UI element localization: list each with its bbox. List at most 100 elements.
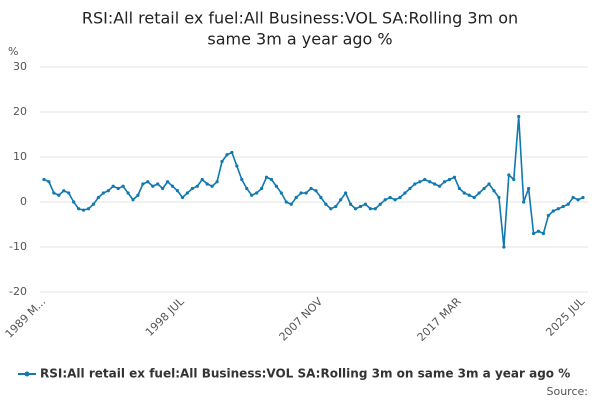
y-tick-label: 0 (20, 195, 27, 208)
y-tick-label: -20 (9, 285, 27, 298)
marker (398, 195, 402, 200)
marker (536, 229, 541, 233)
marker (250, 193, 254, 197)
marker (348, 202, 353, 206)
marker (581, 195, 585, 200)
x-tick-label: 2017 MAR (415, 295, 464, 344)
marker (81, 208, 86, 212)
marker (334, 204, 338, 209)
marker (156, 182, 160, 186)
marker (344, 191, 348, 195)
marker (269, 177, 274, 182)
marker (259, 186, 264, 191)
marker (180, 195, 185, 200)
marker (487, 182, 491, 186)
y-tick-label: -10 (9, 240, 27, 253)
marker (576, 198, 580, 202)
marker (497, 195, 501, 200)
marker (151, 184, 155, 188)
marker (205, 182, 209, 186)
marker (190, 186, 194, 191)
marker (507, 173, 511, 177)
marker (428, 180, 432, 184)
marker (477, 191, 481, 195)
marker (403, 191, 407, 195)
marker (106, 189, 110, 193)
marker (67, 191, 71, 195)
marker (175, 189, 180, 193)
marker (571, 195, 575, 200)
marker (72, 200, 76, 204)
legend-marker (24, 371, 30, 377)
marker (294, 195, 298, 200)
marker (131, 198, 135, 202)
marker (462, 191, 466, 195)
marker (62, 189, 66, 193)
marker (339, 198, 343, 202)
marker (531, 231, 536, 236)
marker (447, 177, 452, 182)
marker (57, 193, 61, 197)
marker (141, 182, 145, 186)
marker (522, 200, 526, 204)
marker (195, 184, 199, 188)
marker (77, 207, 81, 211)
marker (220, 159, 224, 164)
marker (240, 177, 244, 182)
marker (245, 186, 249, 191)
x-tick-label: 1998 JUL (143, 294, 187, 338)
marker (383, 198, 387, 202)
marker (42, 177, 46, 182)
marker (284, 200, 288, 204)
marker (408, 186, 412, 191)
marker (324, 202, 328, 206)
marker (200, 177, 204, 182)
marker (502, 245, 506, 249)
marker (116, 186, 120, 191)
legend-label: RSI:All retail ex fuel:All Business:VOL … (40, 367, 570, 381)
marker (299, 191, 303, 195)
marker (527, 186, 531, 191)
marker (551, 209, 555, 213)
marker (96, 195, 100, 200)
marker (393, 198, 397, 202)
x-tick-label: 2025 JUL (543, 294, 587, 338)
marker (274, 184, 279, 188)
source: Source: (547, 385, 589, 398)
marker (304, 191, 308, 195)
marker (437, 184, 442, 188)
marker (101, 191, 105, 195)
chart-title: RSI:All retail ex fuel:All Business:VOL … (82, 9, 518, 28)
marker (492, 189, 496, 193)
marker (452, 175, 457, 179)
marker (413, 182, 417, 186)
marker (215, 180, 219, 184)
marker (358, 204, 363, 209)
y-tick-label: 20 (13, 105, 27, 118)
marker (185, 191, 190, 195)
marker (561, 204, 565, 209)
marker (541, 231, 546, 236)
x-tick-label: 2007 NOV (277, 295, 326, 344)
chart-title: same 3m a year ago % (207, 30, 392, 49)
marker (47, 180, 51, 184)
x-tick-label: 1989 M... (3, 295, 49, 341)
marker (388, 195, 392, 200)
marker (289, 202, 293, 206)
marker (225, 153, 229, 157)
marker (329, 207, 333, 211)
marker (111, 184, 115, 188)
marker (373, 207, 377, 211)
marker (319, 195, 323, 200)
marker (353, 207, 358, 211)
marker (210, 184, 214, 188)
marker (91, 202, 96, 206)
marker (368, 207, 372, 211)
marker (121, 184, 125, 188)
marker (126, 191, 130, 195)
marker (482, 186, 486, 191)
data-line (43, 116, 584, 248)
marker (546, 213, 550, 218)
marker (166, 180, 170, 184)
marker (264, 175, 269, 179)
